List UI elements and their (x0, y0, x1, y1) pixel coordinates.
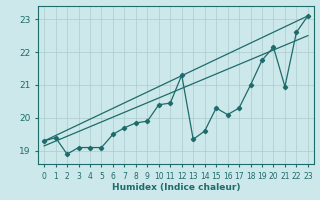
X-axis label: Humidex (Indice chaleur): Humidex (Indice chaleur) (112, 183, 240, 192)
